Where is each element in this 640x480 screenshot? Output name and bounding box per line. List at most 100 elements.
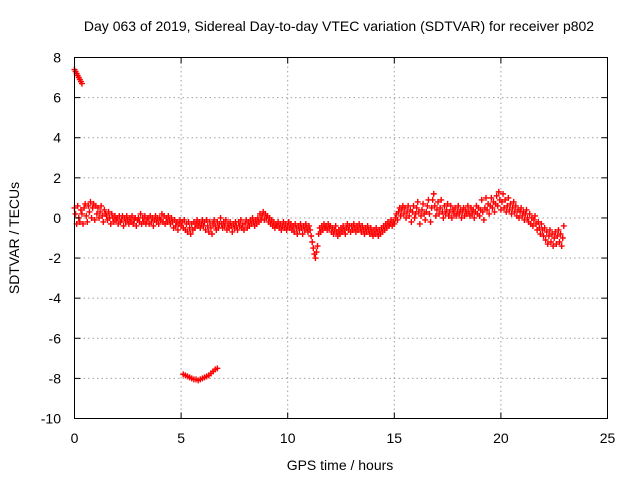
data-point [537, 230, 544, 237]
data-point [489, 204, 496, 211]
data-point [415, 208, 422, 215]
data-point [330, 230, 337, 237]
y-tick-label: -2 [49, 250, 62, 266]
data-point [291, 228, 298, 235]
data-point [294, 230, 301, 237]
data-point [297, 220, 304, 227]
data-point [519, 212, 526, 219]
series-upper-outlier [71, 66, 85, 87]
data-point [150, 222, 157, 229]
data-point [364, 222, 371, 229]
data-point [242, 220, 249, 227]
data-point [408, 218, 415, 225]
data-point [453, 212, 460, 219]
data-point [542, 237, 549, 244]
data-point [497, 206, 504, 213]
data-point [118, 216, 125, 223]
data-point [557, 230, 564, 237]
y-tick-label: 6 [53, 90, 61, 106]
data-point [187, 230, 194, 237]
y-tick-label: 0 [53, 210, 61, 226]
data-point [486, 210, 493, 217]
data-point [107, 220, 114, 227]
data-point [437, 204, 444, 211]
data-point [530, 216, 537, 223]
series-lower-outlier [180, 365, 221, 384]
data-point [555, 226, 562, 233]
x-tick-label: 10 [280, 430, 296, 446]
y-axis-label: SDTVAR / TECUs [6, 182, 22, 294]
data-point [185, 218, 192, 225]
data-point [532, 212, 539, 219]
data-point [174, 226, 181, 233]
grid [74, 57, 608, 419]
data-point [221, 222, 228, 229]
data-point [306, 222, 313, 229]
data-point [494, 202, 501, 209]
data-point [312, 255, 319, 262]
data-point [97, 208, 104, 215]
data-point [498, 198, 505, 205]
data-point [456, 210, 463, 217]
data-point [292, 220, 299, 227]
y-tick-label: -4 [49, 290, 62, 306]
data-point [397, 212, 404, 219]
data-point [93, 210, 100, 217]
data-point [458, 214, 465, 221]
data-point [556, 239, 563, 246]
data-point [72, 210, 79, 217]
x-tick-label: 15 [387, 430, 403, 446]
data-point [491, 208, 498, 215]
data-point [155, 220, 162, 227]
data-point [546, 226, 553, 233]
data-point [540, 232, 547, 239]
data-point [423, 208, 430, 215]
data-point [278, 226, 285, 233]
data-point [129, 212, 136, 219]
data-point [206, 218, 213, 225]
data-point [416, 220, 423, 227]
data-point [209, 230, 216, 237]
data-point [96, 214, 103, 221]
data-point [207, 224, 214, 231]
data-point [373, 224, 380, 231]
data-point [356, 220, 363, 227]
data-point [452, 204, 459, 211]
data-point [560, 222, 567, 229]
data-point [406, 212, 413, 219]
data-point [89, 204, 96, 211]
data-point [493, 192, 500, 199]
data-point [521, 216, 528, 223]
data-point [77, 206, 84, 213]
data-point [427, 218, 434, 225]
data-point [204, 222, 211, 229]
data-point [342, 230, 349, 237]
y-tick-label: -8 [49, 370, 62, 386]
data-point [205, 228, 212, 235]
data-point [203, 216, 210, 223]
data-point [234, 226, 241, 233]
data-point [172, 222, 179, 229]
data-point [543, 228, 550, 235]
data-point [105, 208, 112, 215]
data-point [482, 194, 489, 201]
data-point [541, 224, 548, 231]
data-point [545, 232, 552, 239]
data-point [432, 212, 439, 219]
data-point [559, 235, 566, 241]
data-point [404, 208, 411, 215]
data-point [448, 214, 455, 221]
x-tick-label: 5 [177, 430, 185, 446]
data-point [511, 208, 518, 215]
data-point [551, 235, 558, 241]
data-point [476, 212, 483, 219]
data-point [307, 226, 314, 233]
data-point [240, 226, 247, 233]
data-point [464, 202, 471, 209]
data-point [444, 200, 451, 207]
data-point [186, 224, 193, 231]
data-point [506, 206, 513, 213]
data-point [100, 218, 107, 225]
data-point [505, 194, 512, 201]
x-tick-label: 20 [493, 430, 509, 446]
